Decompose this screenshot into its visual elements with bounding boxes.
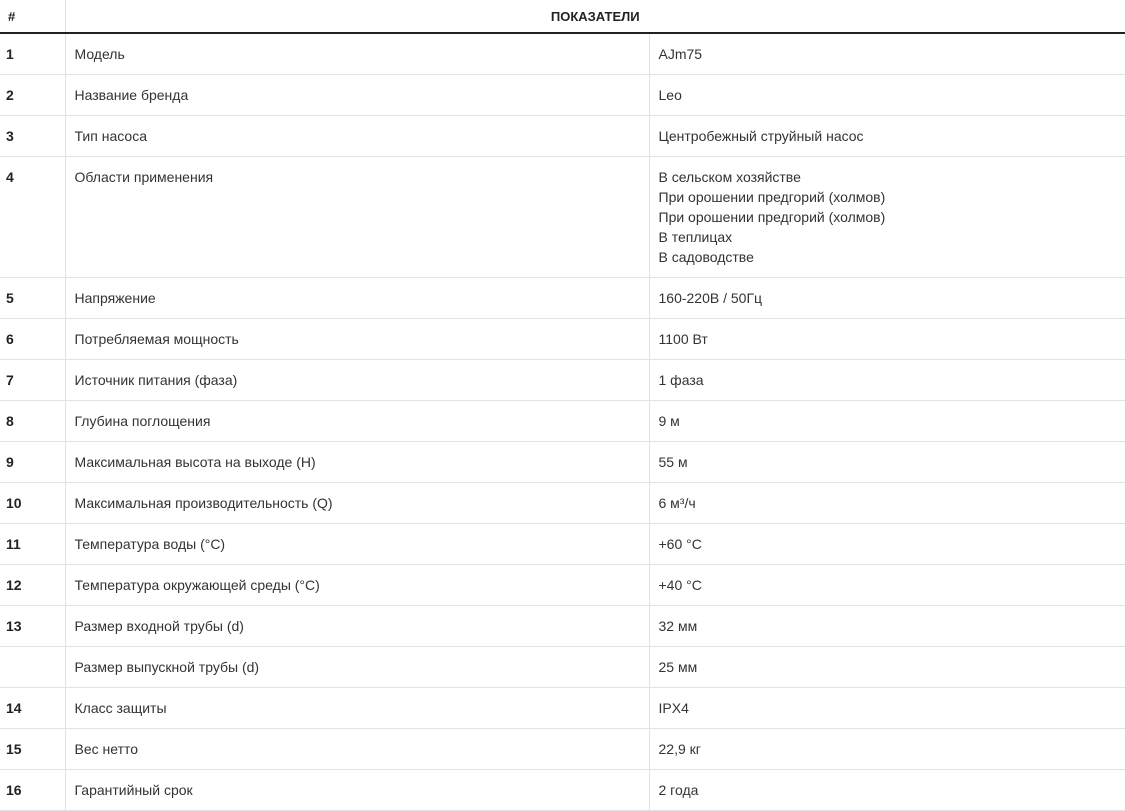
value-line: При орошении предгорий (холмов): [658, 209, 886, 225]
value-line: 1100 Вт: [658, 331, 708, 347]
value-line: 55 м: [658, 454, 688, 470]
row-number: 14: [0, 687, 66, 729]
row-number: 7: [0, 359, 66, 401]
table-row: 15 Вес нетто 22,9 кг: [0, 728, 1125, 770]
row-number: 5: [0, 277, 66, 319]
table-row: 8 Глубина поглощения 9 м: [0, 400, 1125, 442]
table-row: Размер выпускной трубы (d) 25 мм: [0, 646, 1125, 688]
table-row: 6 Потребляемая мощность 1100 Вт: [0, 318, 1125, 360]
value-line: 9 м: [658, 413, 680, 429]
table-row: 16 Гарантийный срок 2 года: [0, 769, 1125, 811]
value-line: 22,9 кг: [658, 741, 701, 757]
table-row: 14 Класс защиты IPX4: [0, 687, 1125, 729]
table-header-row: # ПОКАЗАТЕЛИ: [0, 0, 1125, 34]
table-row: 11 Температура воды (°C) +60 °C: [0, 523, 1125, 565]
value-line: IPX4: [658, 700, 689, 716]
parameter-value: В сельском хозяйстве При орошении предгор…: [649, 156, 1125, 278]
table-row: 10 Максимальная производительность (Q) 6 м…: [0, 482, 1125, 524]
parameter-value: 9 м: [649, 400, 1125, 442]
value-line: +60 °C: [658, 536, 702, 552]
value-line: В сельском хозяйстве: [658, 169, 801, 185]
table-row: 12 Температура окружающей среды (°C) +40 °…: [0, 564, 1125, 606]
parameter-name: Максимальная производительность (Q): [65, 482, 650, 524]
table-row: 13 Размер входной трубы (d) 32 мм: [0, 605, 1125, 647]
row-number: 2: [0, 74, 66, 116]
parameter-name: Модель: [65, 33, 650, 75]
parameter-name: Размер входной трубы (d): [65, 605, 650, 647]
parameter-value: 1100 Вт: [649, 318, 1125, 360]
parameter-value: 1 фаза: [649, 359, 1125, 401]
table-row: 9 Максимальная высота на выходе (H) 55 м: [0, 441, 1125, 483]
header-number-column: #: [0, 0, 66, 34]
row-number: 8: [0, 400, 66, 442]
row-number: 10: [0, 482, 66, 524]
parameter-name: Класс защиты: [65, 687, 650, 729]
row-number: 3: [0, 115, 66, 157]
row-number: 13: [0, 605, 66, 647]
value-line: В садоводстве: [658, 249, 754, 265]
row-number: 1: [0, 33, 66, 75]
parameter-value: IPX4: [649, 687, 1125, 729]
parameter-value: 22,9 кг: [649, 728, 1125, 770]
value-line: 1 фаза: [658, 372, 704, 388]
value-line: Leo: [658, 87, 682, 103]
table-row: 7 Источник питания (фаза) 1 фаза: [0, 359, 1125, 401]
value-line: 25 мм: [658, 659, 698, 675]
table-row: 4 Области применения В сельском хозяйстве П…: [0, 156, 1125, 278]
value-line: 6 м³/ч: [658, 495, 696, 511]
table-body: 1 Модель AJm75 2 Название бренда Leo 3 Тип насо…: [0, 33, 1125, 811]
parameter-name: Гарантийный срок: [65, 769, 650, 811]
table-row: 3 Тип насоса Центробежный струйный насос: [0, 115, 1125, 157]
parameter-value: AJm75: [649, 33, 1125, 75]
parameter-name: Потребляемая мощность: [65, 318, 650, 360]
value-line: AJm75: [658, 46, 703, 62]
value-line: +40 °C: [658, 577, 702, 593]
row-number: 11: [0, 523, 66, 565]
value-line: 160-220В / 50Гц: [658, 290, 763, 306]
parameter-value: Центробежный струйный насос: [649, 115, 1125, 157]
parameter-value: 32 мм: [649, 605, 1125, 647]
row-number: 4: [0, 156, 66, 278]
parameter-value: 160-220В / 50Гц: [649, 277, 1125, 319]
header-title: ПОКАЗАТЕЛИ: [65, 0, 1125, 34]
parameter-name: Температура окружающей среды (°C): [65, 564, 650, 606]
parameter-value: 6 м³/ч: [649, 482, 1125, 524]
row-number: 6: [0, 318, 66, 360]
row-number: 15: [0, 728, 66, 770]
row-number: 16: [0, 769, 66, 811]
parameter-name: Глубина поглощения: [65, 400, 650, 442]
parameter-value: +60 °C: [649, 523, 1125, 565]
parameter-name: Области применения: [65, 156, 650, 278]
parameter-value: Leo: [649, 74, 1125, 116]
parameter-name: Размер выпускной трубы (d): [65, 646, 650, 688]
parameter-name: Температура воды (°C): [65, 523, 650, 565]
parameter-name: Максимальная высота на выходе (H): [65, 441, 650, 483]
value-line: Центробежный струйный насос: [658, 128, 864, 144]
value-line: 2 года: [658, 782, 699, 798]
parameter-value: 25 мм: [649, 646, 1125, 688]
parameter-name: Вес нетто: [65, 728, 650, 770]
parameter-value: +40 °C: [649, 564, 1125, 606]
parameter-name: Название бренда: [65, 74, 650, 116]
parameter-name: Источник питания (фаза): [65, 359, 650, 401]
parameter-name: Тип насоса: [65, 115, 650, 157]
table-row: 5 Напряжение 160-220В / 50Гц: [0, 277, 1125, 319]
value-line: При орошении предгорий (холмов): [658, 189, 886, 205]
row-number: 12: [0, 564, 66, 606]
parameter-value: 55 м: [649, 441, 1125, 483]
table-row: 1 Модель AJm75: [0, 33, 1125, 75]
row-number: 9: [0, 441, 66, 483]
table-row: 2 Название бренда Leo: [0, 74, 1125, 116]
row-number: [0, 646, 66, 688]
value-line: 32 мм: [658, 618, 698, 634]
value-line: В теплицах: [658, 229, 733, 245]
parameter-name: Напряжение: [65, 277, 650, 319]
parameter-value: 2 года: [649, 769, 1125, 811]
